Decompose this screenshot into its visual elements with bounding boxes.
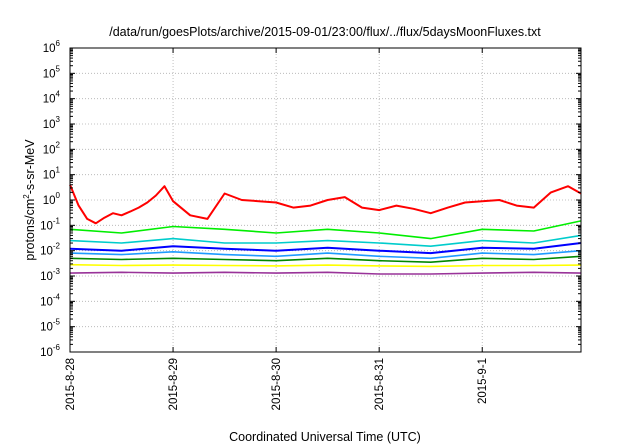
x-axis-label: Coordinated Universal Time (UTC) [229, 430, 421, 444]
y-tick-label: 10-1 [40, 216, 60, 232]
series-line-2 [69, 234, 582, 247]
x-tick-label: 2015-8-29 [168, 358, 180, 410]
chart-title: /data/run/goesPlots/archive/2015-09-01/2… [109, 25, 541, 39]
y-tick-label: 10-3 [40, 267, 60, 283]
series-line-1 [69, 220, 582, 240]
y-tick-label: 106 [43, 39, 61, 55]
y-tick-label: 10-4 [40, 292, 60, 308]
y-tick-label: 10-5 [40, 318, 60, 334]
y-tick-label: 105 [43, 64, 61, 80]
series-line-7 [69, 271, 582, 275]
x-tick-label: 2015-9-1 [477, 358, 489, 404]
x-tick-label: 2015-8-28 [65, 358, 77, 410]
y-tick-label: 10-6 [40, 343, 60, 359]
y-tick-label: 102 [43, 140, 61, 156]
series-line-6 [69, 263, 582, 268]
series-group [69, 184, 582, 275]
x-tick-label: 2015-8-31 [374, 358, 386, 410]
x-axis-ticks: 2015-8-28 2015-8-29 2015-8-30 2015-8-31 2015… [65, 48, 489, 410]
y-tick-label: 104 [43, 90, 61, 106]
y-tick-label: 101 [43, 166, 61, 182]
x-tick-label: 2015-8-30 [271, 358, 283, 410]
y-tick-label: 103 [43, 115, 61, 131]
series-line-3 [69, 242, 582, 255]
y-tick-label: 100 [43, 191, 61, 207]
y-tick-label: 10-2 [40, 242, 60, 258]
y-axis-label: protons/cm2-s-sr-MeV [22, 139, 37, 261]
series-line-4 [69, 249, 582, 260]
y-axis-ticks: 10-6 10-5 10-4 10-3 10-2 10-1 100 101 102 103 104 1… [40, 39, 581, 359]
series-line-0 [69, 184, 582, 225]
series-line-5 [69, 255, 582, 264]
